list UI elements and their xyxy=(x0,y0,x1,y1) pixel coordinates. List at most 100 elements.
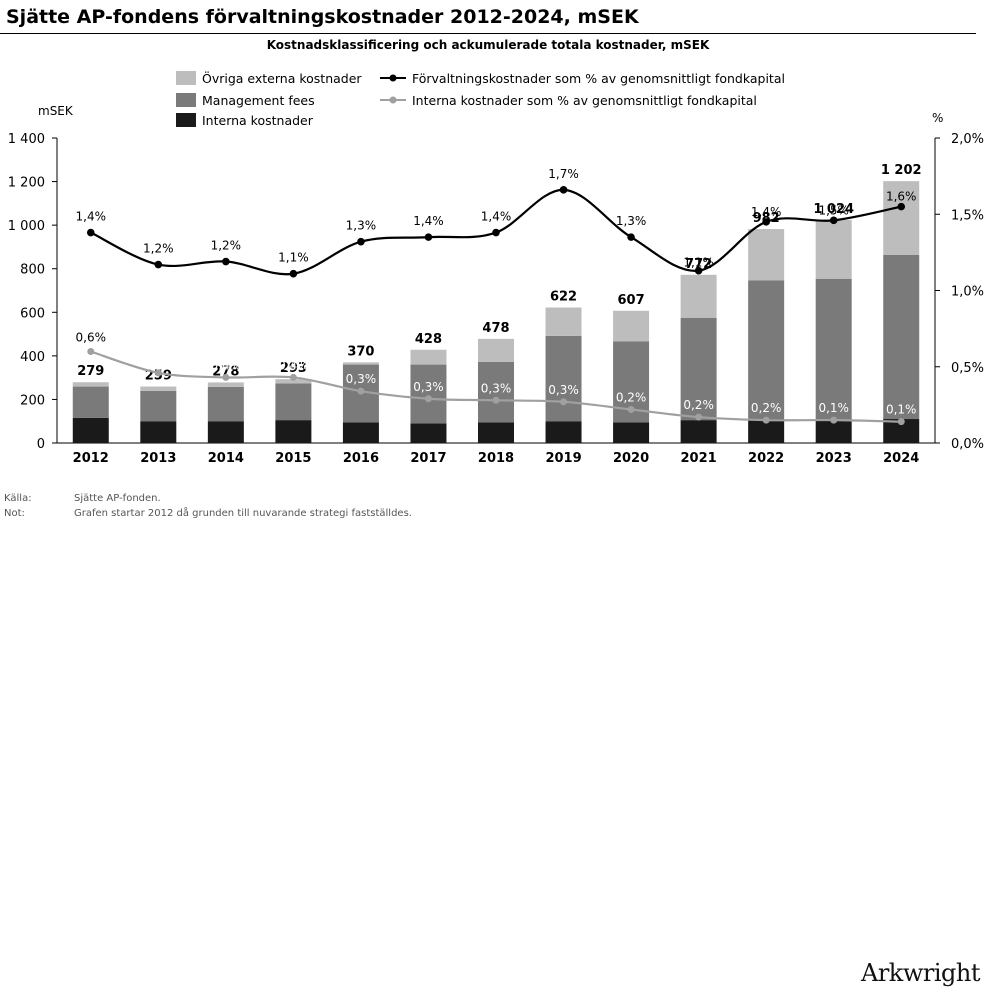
bar-ovriga-externa xyxy=(815,219,852,279)
y-left-axis-label: mSEK xyxy=(38,104,74,118)
footnote-text: Sjätte AP-fonden. xyxy=(74,493,161,504)
y-left-tick-label: 0 xyxy=(37,437,45,452)
chart-subtitle: Kostnadsklassificering och ackumulerade … xyxy=(266,38,710,52)
line-forvaltning-point xyxy=(627,233,635,241)
legend-label: Övriga externa kostnader xyxy=(202,70,362,86)
x-tick-label: 2012 xyxy=(73,451,109,466)
line-forvaltning-label: 1,5% xyxy=(818,203,849,217)
y-right-tick-label: 1,5% xyxy=(951,208,984,223)
legend-label: Management fees xyxy=(202,93,315,108)
x-tick-label: 2024 xyxy=(883,451,919,466)
bar-management-fees xyxy=(815,278,852,421)
bar-management-fees xyxy=(275,383,312,421)
y-left-tick-label: 1 000 xyxy=(8,219,45,234)
line-forvaltning-point xyxy=(762,218,770,226)
title-divider xyxy=(0,33,976,34)
bar-interna-kostnader xyxy=(72,417,109,443)
line-interna-point xyxy=(897,418,905,426)
line-interna-label: 0,6% xyxy=(76,331,107,345)
line-interna-label: 0,4% xyxy=(211,358,242,372)
line-forvaltning-label: 1,1% xyxy=(278,251,309,265)
legend-label: Interna kostnader som % av genomsnittlig… xyxy=(412,93,757,108)
line-forvaltning-point xyxy=(289,269,298,278)
footnote-label: Källa: xyxy=(4,493,32,504)
line-forvaltning-point xyxy=(222,257,230,266)
bar-ovriga-externa xyxy=(410,349,447,365)
bar-ovriga-externa xyxy=(680,274,717,318)
y-right-tick-label: 2,0% xyxy=(951,132,984,147)
bar-total-label: 428 xyxy=(415,332,442,347)
brand-logo: Arkwright xyxy=(860,959,981,987)
chart-area: Övriga externa kostnader Management fees I… xyxy=(8,70,984,466)
bar-interna-kostnader xyxy=(342,422,379,443)
bar-total-label: 1 024 xyxy=(813,202,854,217)
footnotes: Källa: Sjätte AP-fonden. Not: Grafen sta… xyxy=(4,493,412,523)
x-tick-label: 2022 xyxy=(748,451,784,466)
line-forvaltning-label: 1,4% xyxy=(751,205,782,219)
bar-management-fees xyxy=(883,254,920,420)
legend-swatch xyxy=(176,71,196,85)
footnote-note: Not: Grafen startar 2012 då grunden till… xyxy=(4,508,412,523)
line-interna-point xyxy=(87,348,95,355)
bar-total-label: 1 202 xyxy=(881,163,922,178)
bar-management-fees xyxy=(140,390,177,422)
line-forvaltning-label: 1,4% xyxy=(76,210,107,224)
bar-management-fees xyxy=(748,280,785,420)
x-tick-label: 2023 xyxy=(816,451,852,466)
bar-total-label: 279 xyxy=(77,364,104,379)
line-forvaltning-label: 1,2% xyxy=(143,242,174,256)
chart-title: Sjätte AP-fondens förvaltningskostnader … xyxy=(6,6,639,28)
line-forvaltning-label: 1,4% xyxy=(413,214,444,228)
bar-management-fees xyxy=(72,386,109,418)
y-left-tick-label: 400 xyxy=(20,350,45,365)
line-interna-label: 0,3% xyxy=(346,372,377,386)
line-forvaltning-label: 1,7% xyxy=(548,167,579,181)
bar-management-fees xyxy=(478,361,514,423)
bar-total-label: 293 xyxy=(280,361,307,376)
line-forvaltning-point xyxy=(424,233,433,241)
line-interna-label: 0,2% xyxy=(683,398,714,412)
line-interna-label: 0,1% xyxy=(886,403,917,417)
bar-interna-kostnader xyxy=(275,420,312,443)
bar-ovriga-externa xyxy=(140,386,177,391)
bar-interna-kostnader xyxy=(680,420,717,443)
line-interna-point xyxy=(222,373,230,381)
line-interna-point xyxy=(695,413,703,421)
line-forvaltning-point xyxy=(694,266,703,275)
line-interna-point xyxy=(560,398,568,406)
line-interna-point xyxy=(762,416,770,424)
x-tick-label: 2016 xyxy=(343,451,379,466)
y-left-tick-label: 200 xyxy=(20,393,45,408)
bar-ovriga-externa xyxy=(478,338,514,362)
line-forvaltning-point xyxy=(154,260,163,269)
line-interna-label: 0,3% xyxy=(413,380,444,394)
bar-management-fees xyxy=(207,386,244,422)
footnote-source: Källa: Sjätte AP-fonden. xyxy=(4,493,412,508)
y-left-tick-label: 1 200 xyxy=(8,176,45,191)
y-left-tick-label: 800 xyxy=(20,263,45,278)
line-interna-point xyxy=(424,395,432,403)
legend-marker xyxy=(389,96,397,104)
y-left-tick-label: 600 xyxy=(20,306,45,321)
bar-interna-kostnader xyxy=(410,423,447,443)
line-interna-label: 0,2% xyxy=(616,390,647,404)
bar-ovriga-externa xyxy=(545,307,582,336)
bar-interna-kostnader xyxy=(613,422,650,443)
x-tick-label: 2013 xyxy=(140,451,176,466)
line-interna-point xyxy=(492,396,500,404)
line-interna-point xyxy=(830,416,838,424)
line-forvaltning-label: 1,3% xyxy=(346,219,377,233)
legend-swatch xyxy=(176,113,196,127)
line-interna-point xyxy=(357,387,365,395)
legend-label: Interna kostnader xyxy=(202,113,314,128)
x-tick-label: 2015 xyxy=(275,451,311,466)
bar-interna-kostnader xyxy=(815,420,852,443)
bar-management-fees xyxy=(545,335,582,422)
x-tick-label: 2021 xyxy=(681,451,717,466)
bar-interna-kostnader xyxy=(478,422,514,443)
y-left-tick-label: 1 400 xyxy=(8,132,45,147)
x-tick-label: 2019 xyxy=(545,451,581,466)
footnote-label: Not: xyxy=(4,508,25,519)
line-forvaltning-point xyxy=(897,202,906,211)
bar-interna-kostnader xyxy=(140,421,177,443)
